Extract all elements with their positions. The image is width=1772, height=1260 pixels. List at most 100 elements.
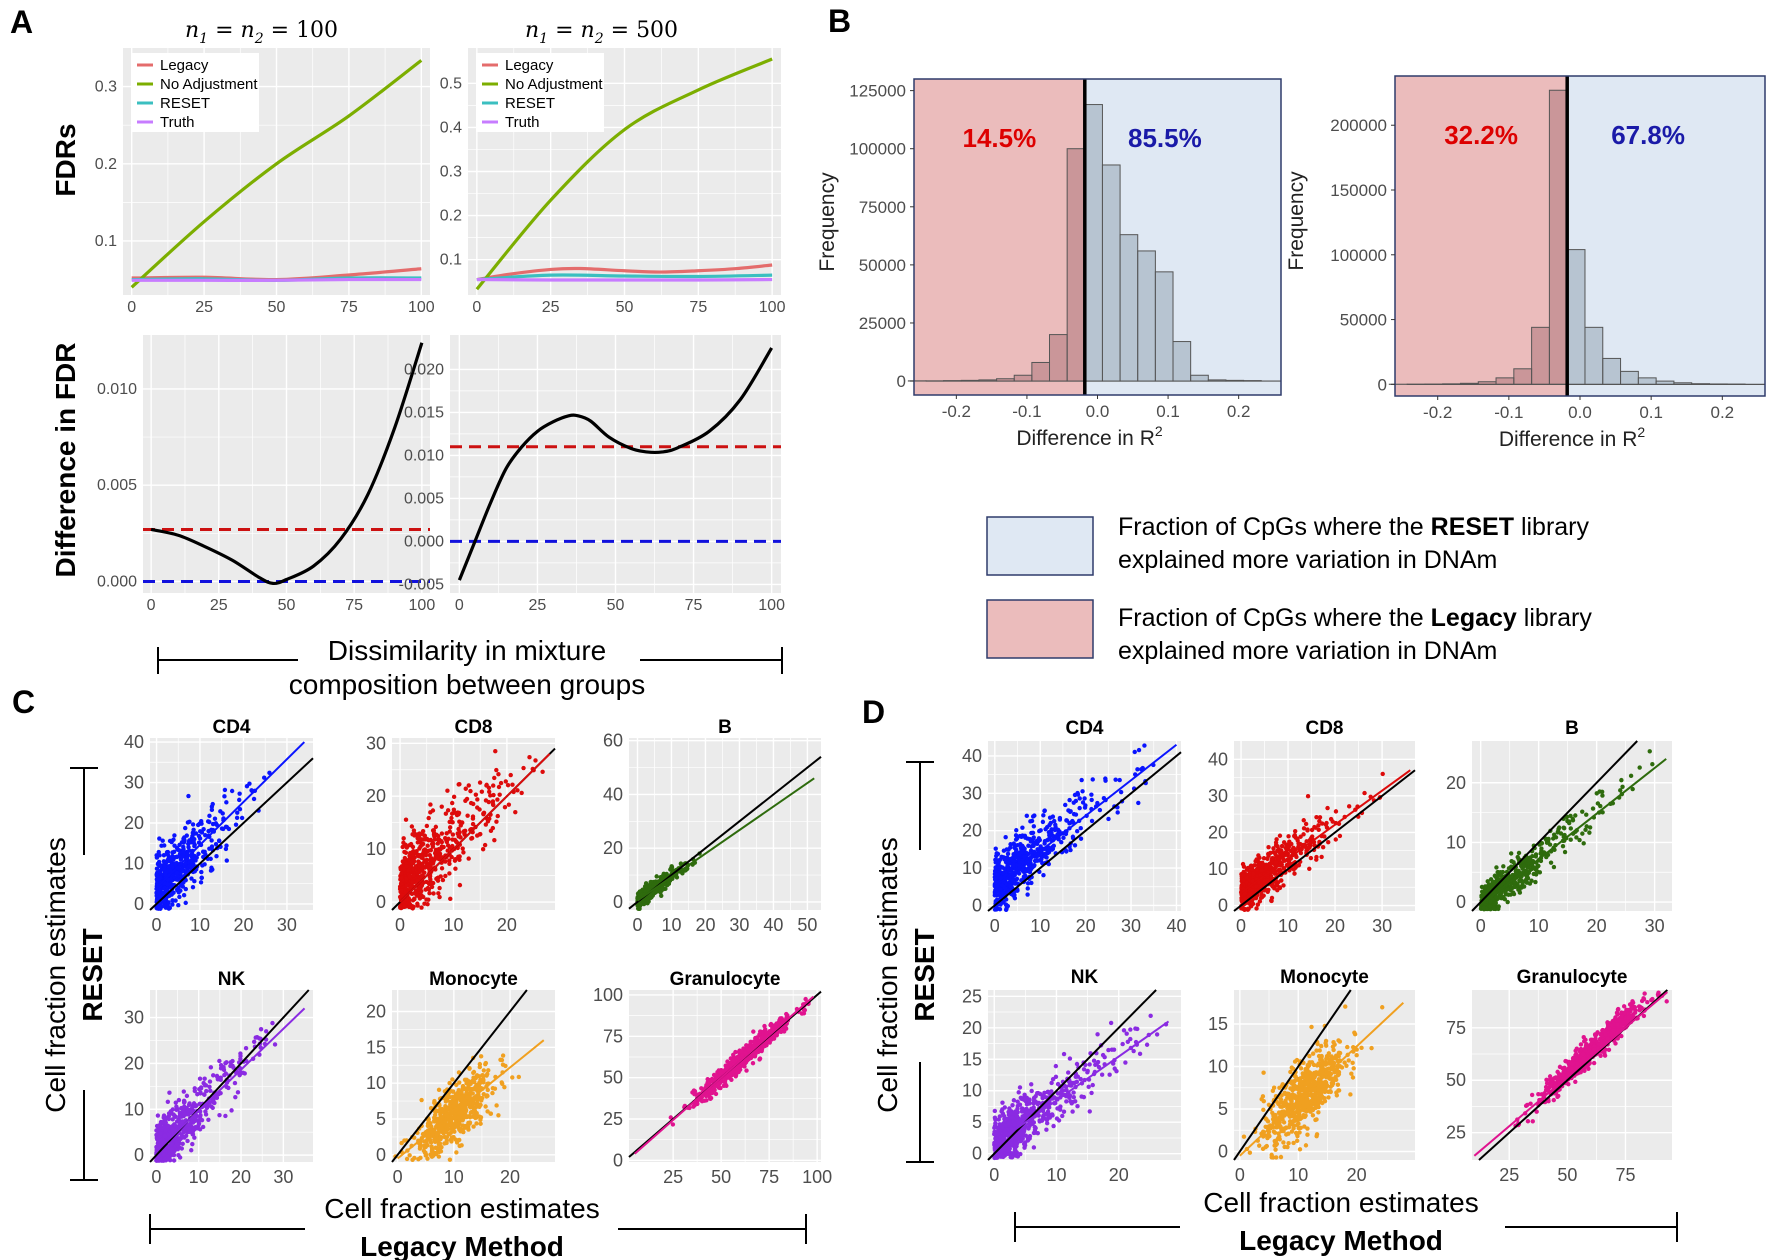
x-tick-label: 50 bbox=[797, 915, 817, 935]
data-point bbox=[422, 901, 427, 906]
x-tick-label: 0.1 bbox=[1639, 403, 1663, 422]
data-point bbox=[660, 873, 666, 879]
x-tick-label: 20 bbox=[231, 1167, 251, 1187]
data-point bbox=[454, 812, 460, 818]
data-point bbox=[203, 832, 208, 838]
y-tick-label: 100 bbox=[593, 985, 623, 1005]
panelD-ylabel-line2: RESET bbox=[909, 928, 940, 1021]
data-point bbox=[1082, 796, 1087, 801]
data-point bbox=[185, 1107, 191, 1113]
data-point bbox=[451, 1089, 456, 1094]
data-point bbox=[1031, 843, 1036, 848]
data-point bbox=[1041, 813, 1046, 818]
data-point bbox=[157, 1123, 162, 1128]
data-point bbox=[166, 900, 171, 905]
x-tick-label: 0 bbox=[990, 916, 1000, 936]
data-point bbox=[443, 811, 449, 816]
data-point bbox=[426, 815, 431, 821]
y-tick-label: 0.1 bbox=[95, 233, 117, 250]
data-point bbox=[494, 819, 499, 824]
data-point bbox=[1011, 877, 1016, 882]
data-point bbox=[447, 871, 452, 876]
data-point bbox=[494, 1103, 499, 1108]
y-tick-label: 0 bbox=[376, 1145, 386, 1165]
chart-A_bottom_right: 0 25 50 75 100-0.0050.0000.0050.0100.0150.02… bbox=[399, 335, 785, 614]
data-point bbox=[404, 876, 409, 881]
data-point bbox=[1042, 839, 1048, 844]
data-point bbox=[232, 1080, 238, 1086]
title-sub: 1 bbox=[199, 31, 208, 47]
data-points bbox=[397, 749, 545, 911]
histogram-bar bbox=[1225, 379, 1245, 382]
x-axis-label-text: Difference in R bbox=[1499, 428, 1638, 451]
data-point bbox=[1314, 814, 1319, 820]
data-point bbox=[196, 1119, 201, 1124]
data-point bbox=[163, 870, 169, 875]
key-text: Fraction of CpGs where the bbox=[1118, 604, 1431, 632]
data-point bbox=[436, 891, 441, 896]
x-tick-label: 25 bbox=[529, 597, 547, 614]
data-point bbox=[718, 1070, 723, 1075]
data-point bbox=[202, 1092, 207, 1097]
data-point bbox=[506, 802, 512, 807]
data-point bbox=[165, 1099, 171, 1104]
data-point bbox=[515, 788, 520, 793]
histogram-bar bbox=[1084, 104, 1103, 382]
data-point bbox=[207, 813, 212, 819]
data-point bbox=[435, 1119, 441, 1124]
legend-label: RESET bbox=[505, 95, 555, 112]
data-point bbox=[181, 893, 187, 898]
data-point bbox=[1325, 805, 1330, 811]
data-point bbox=[190, 1129, 196, 1134]
panel-title: CD8 bbox=[454, 717, 492, 738]
key-text: library bbox=[1517, 604, 1593, 632]
data-point bbox=[1079, 777, 1084, 783]
data-point bbox=[235, 1090, 241, 1095]
data-point bbox=[495, 813, 500, 819]
data-point bbox=[186, 844, 191, 850]
data-point bbox=[1063, 802, 1068, 808]
legacy-percentage: 32.2% bbox=[1444, 120, 1518, 150]
data-point bbox=[470, 816, 476, 821]
data-point bbox=[443, 873, 448, 879]
data-point bbox=[406, 857, 412, 862]
data-point bbox=[457, 1080, 462, 1085]
x-tick-label: 0 bbox=[152, 915, 162, 935]
x-tick-label: 75 bbox=[759, 1167, 779, 1187]
data-point bbox=[1296, 844, 1301, 850]
data-point bbox=[457, 1143, 462, 1149]
data-point bbox=[427, 874, 433, 880]
x-tick-label: 100 bbox=[409, 597, 436, 614]
data-point bbox=[180, 1133, 185, 1139]
x-tick-label: 20 bbox=[500, 1167, 520, 1187]
data-point bbox=[1142, 743, 1147, 748]
data-point bbox=[466, 856, 471, 861]
data-point bbox=[752, 1040, 757, 1045]
data-point bbox=[475, 797, 480, 802]
data-point bbox=[169, 1141, 174, 1147]
data-point bbox=[468, 1089, 473, 1094]
panel-title: Monocyte bbox=[429, 969, 518, 990]
x-tick-label: 50 bbox=[268, 299, 286, 316]
data-point bbox=[216, 838, 222, 843]
y-tick-label: 0 bbox=[613, 892, 623, 912]
data-point bbox=[481, 811, 486, 816]
data-point bbox=[207, 1084, 212, 1090]
data-point bbox=[485, 1071, 490, 1077]
data-point bbox=[444, 1140, 449, 1146]
data-point bbox=[477, 1064, 483, 1070]
data-point bbox=[165, 1123, 170, 1129]
data-point bbox=[193, 1104, 198, 1109]
data-point bbox=[428, 802, 433, 807]
data-point bbox=[1026, 863, 1032, 868]
data-point bbox=[155, 1113, 161, 1118]
data-point bbox=[207, 846, 212, 851]
data-point bbox=[1337, 833, 1343, 839]
data-point bbox=[224, 843, 229, 848]
data-point bbox=[457, 882, 463, 888]
panel-title: B bbox=[718, 717, 732, 738]
data-point bbox=[1257, 899, 1263, 904]
